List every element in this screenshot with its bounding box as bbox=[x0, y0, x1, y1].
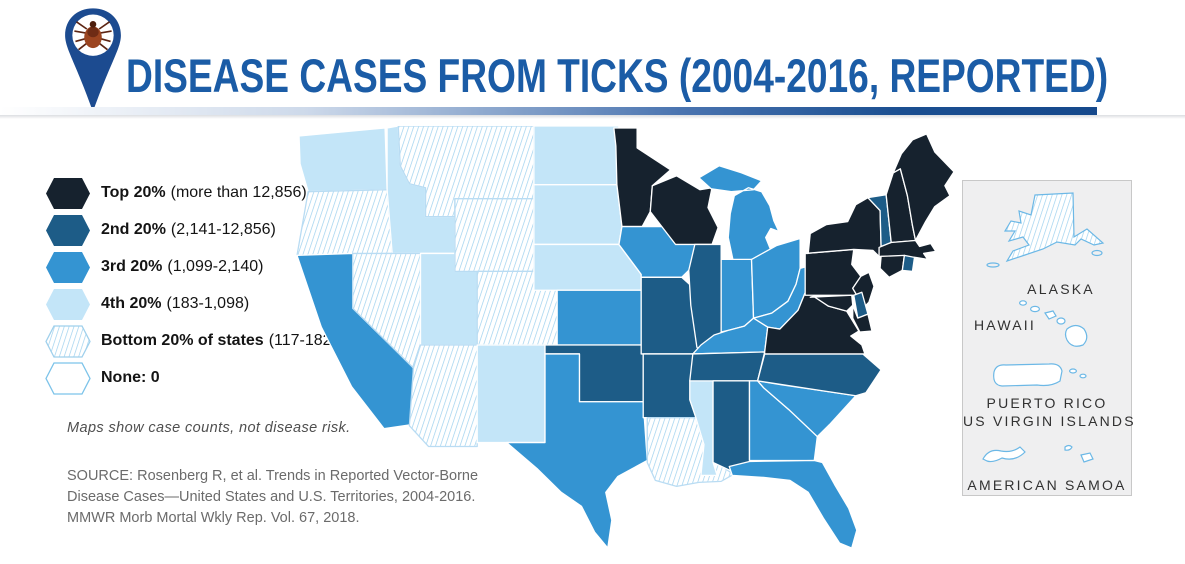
state-ks bbox=[556, 289, 642, 346]
legend-label: Top 20% (more than 12,856) bbox=[101, 184, 307, 201]
header-divider-shadow bbox=[0, 115, 1185, 119]
state-md bbox=[809, 294, 873, 333]
legend-item-q2: 2nd 20% (2,141-12,856) bbox=[45, 213, 276, 247]
state-tx bbox=[505, 353, 648, 549]
state-ct bbox=[879, 254, 906, 278]
legend-swatch-icon bbox=[45, 324, 91, 358]
source-line: SOURCE: Rosenberg R, et al. Trends in Re… bbox=[67, 468, 479, 484]
hawaii-label: HAWAII bbox=[974, 317, 1036, 333]
state-wa bbox=[298, 127, 388, 193]
puerto-rico-label: PUERTO RICO bbox=[986, 395, 1108, 411]
american-samoa-label: AMERICAN SAMOA bbox=[967, 477, 1127, 493]
alaska-label: ALASKA bbox=[1027, 281, 1095, 297]
hawaii-shape bbox=[1018, 300, 1088, 347]
legend-swatch-icon bbox=[46, 288, 90, 320]
header-divider bbox=[0, 107, 1097, 115]
legend-swatch-icon bbox=[46, 177, 90, 209]
state-nd bbox=[533, 126, 620, 186]
state-ri bbox=[901, 254, 916, 272]
alaska-shape bbox=[986, 192, 1105, 268]
page-title: DISEASE CASES FROM TICKS (2004-2016, REP… bbox=[126, 49, 1109, 102]
state-wi bbox=[649, 175, 719, 246]
legend-label: None: 0 bbox=[101, 369, 160, 386]
state-me bbox=[892, 133, 955, 242]
legend-item-q5: Bottom 20% of states (117-182) bbox=[45, 324, 337, 358]
source-citation: SOURCE: Rosenberg R, et al. Trends in Re… bbox=[67, 466, 478, 529]
us-choropleth-map bbox=[296, 126, 955, 549]
state-fl bbox=[728, 459, 858, 549]
state-sd bbox=[533, 184, 623, 246]
us-virgin-islands-label: US VIRGIN ISLANDS bbox=[963, 413, 1136, 429]
source-line: Disease Cases—United States and U.S. Ter… bbox=[67, 489, 476, 505]
tick-location-pin-icon bbox=[65, 8, 121, 112]
territories-panel: ALASKA HAWAII PUERTO RICO US VIRGIN ISLA… bbox=[962, 180, 1136, 496]
legend-label: 2nd 20% (2,141-12,856) bbox=[101, 221, 276, 238]
state-nc bbox=[756, 353, 882, 397]
state-in bbox=[720, 258, 755, 333]
state-az bbox=[408, 344, 478, 448]
puerto-rico-shape bbox=[993, 363, 1087, 387]
legend-swatch-icon bbox=[46, 214, 90, 246]
legend-item-q4: 4th 20% (183-1,098) bbox=[45, 287, 249, 321]
source-line: MMWR Morb Mortal Wkly Rep. Vol. 67, 2018… bbox=[67, 510, 360, 526]
legend-swatch-icon bbox=[46, 251, 90, 283]
legend-swatch-icon bbox=[45, 361, 91, 395]
state-or bbox=[296, 189, 393, 257]
legend-item-q0: None: 0 bbox=[45, 361, 165, 395]
state-tn bbox=[689, 351, 766, 382]
state-mi bbox=[698, 165, 780, 263]
tick-illustration bbox=[74, 21, 112, 51]
legend-label: 4th 20% (183-1,098) bbox=[101, 295, 250, 312]
state-wy bbox=[454, 198, 535, 272]
american-samoa-shape bbox=[982, 444, 1094, 463]
legend-label: 3rd 20% (1,099-2,140) bbox=[101, 258, 264, 275]
state-al bbox=[712, 380, 756, 476]
legend-item-q1: Top 20% (more than 12,856) bbox=[45, 176, 307, 210]
legend-label: Bottom 20% of states (117-182) bbox=[101, 332, 337, 349]
map-note: Maps show case counts, not disease risk. bbox=[67, 420, 351, 436]
state-nm bbox=[476, 344, 546, 444]
legend-item-q3: 3rd 20% (1,099-2,140) bbox=[45, 250, 263, 284]
